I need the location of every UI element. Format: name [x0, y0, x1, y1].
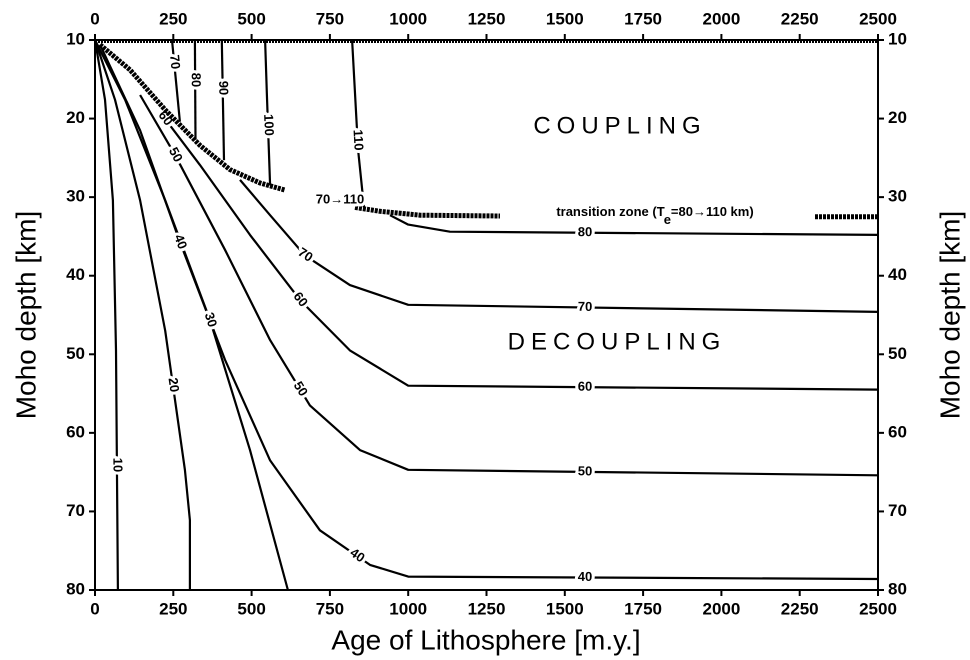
y-tick-label: 40	[66, 265, 85, 284]
y-tick-label: 10	[66, 29, 85, 48]
y-tick-label: 80	[66, 579, 85, 598]
contour-line	[264, 39, 272, 186]
x-tick-label: 1750	[624, 599, 662, 618]
y-tick-label-right: 40	[888, 265, 907, 284]
y-tick-label: 60	[66, 422, 85, 441]
x-tick-label-top: 2500	[859, 9, 897, 28]
x-tick-label-top: 1750	[624, 9, 662, 28]
x-tick-label-top: 0	[90, 9, 99, 28]
x-tick-label: 1000	[389, 599, 427, 618]
y-tick-label-right: 10	[888, 29, 907, 48]
x-tick-label: 750	[316, 599, 344, 618]
contour-label: 70	[578, 299, 593, 314]
y-tick-label: 50	[66, 344, 85, 363]
x-axis-title: Age of Lithosphere [m.y.]	[331, 624, 640, 655]
y-tick-label-right: 70	[888, 501, 907, 520]
contour-label: 50	[166, 145, 186, 165]
annotation: 70→110	[316, 191, 364, 206]
x-tick-label: 2250	[781, 599, 819, 618]
contour-label: 110	[351, 129, 367, 151]
x-tick-label: 500	[237, 599, 265, 618]
contour-label: 60	[578, 379, 593, 394]
contour-label: 40	[171, 232, 190, 251]
x-tick-label-top: 1500	[546, 9, 584, 28]
y-axis-title: Moho depth [km]	[10, 211, 41, 420]
annotation: DECOUPLING	[508, 328, 727, 355]
contour-label: 90	[216, 81, 231, 96]
contour-label: 40	[578, 569, 593, 584]
x-tick-label: 2500	[859, 599, 897, 618]
contour-label: 80	[578, 224, 593, 239]
x-tick-label: 1500	[546, 599, 584, 618]
contour-line	[159, 111, 879, 391]
y-tick-label: 30	[66, 187, 85, 206]
x-tick-label-top: 1000	[389, 9, 427, 28]
contour-line	[93, 39, 191, 590]
contour-line	[389, 214, 879, 236]
x-tick-label: 1250	[468, 599, 506, 618]
contour-line	[220, 39, 226, 161]
x-tick-label-top: 750	[316, 9, 344, 28]
contour-line	[170, 39, 181, 122]
contour-line	[239, 179, 879, 313]
x-tick-label: 250	[159, 599, 187, 618]
contour-line	[193, 39, 197, 140]
x-tick-label-top: 2000	[702, 9, 740, 28]
y-axis-title-right: Moho depth [km]	[934, 211, 965, 420]
contour-line	[94, 39, 289, 591]
y-tick-label-right: 80	[888, 579, 907, 598]
transition-zone-label-part: e	[664, 212, 671, 227]
x-tick-label-top: 500	[237, 9, 265, 28]
contour-line	[351, 39, 366, 208]
transition-zone-label-part: =80→110 km)	[671, 204, 754, 219]
contour-label: 30	[202, 311, 221, 329]
contour-label: 50	[578, 463, 593, 478]
contour-label: 50	[291, 379, 311, 399]
y-tick-label-right: 60	[888, 422, 907, 441]
contour-label: 70	[167, 54, 183, 70]
contour-label: 10	[110, 458, 125, 473]
x-tick-label: 2000	[702, 599, 740, 618]
y-tick-label: 70	[66, 501, 85, 520]
transition-zone-label: transition zone (Te=80→110 km)	[556, 204, 753, 227]
y-tick-label-right: 30	[888, 187, 907, 206]
contour-label: 80	[189, 73, 204, 88]
y-tick-label: 20	[66, 108, 85, 127]
x-tick-label-top: 2250	[781, 9, 819, 28]
transition-zone-line	[98, 42, 878, 220]
contour-line	[139, 94, 879, 477]
contour-label: 100	[261, 114, 277, 136]
x-tick-label-top: 1250	[468, 9, 506, 28]
contour-label: 20	[166, 377, 183, 393]
contour-line	[99, 44, 879, 581]
transition-zone-label-part: transition zone (T	[556, 204, 664, 219]
annotation: COUPLING	[533, 112, 706, 139]
x-tick-label-top: 250	[159, 9, 187, 28]
contour-line	[93, 39, 119, 591]
y-tick-label-right: 50	[888, 344, 907, 363]
y-tick-label-right: 20	[888, 108, 907, 127]
x-tick-label: 0	[90, 599, 99, 618]
